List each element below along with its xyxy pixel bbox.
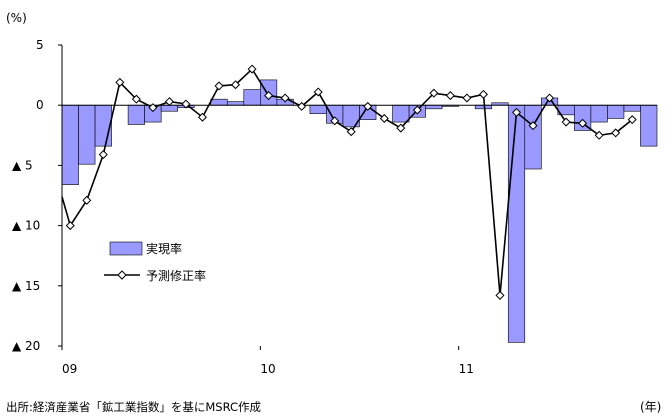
bar <box>640 104 658 147</box>
series-marker <box>561 117 571 127</box>
series-marker <box>313 87 323 97</box>
series-marker <box>412 105 422 115</box>
y-tick-label: ▲ 15 <box>12 279 40 293</box>
y-tick-label: 0 <box>36 98 44 112</box>
legend: 実現率 予測修正率 <box>104 241 206 283</box>
series-marker <box>594 130 604 140</box>
bar <box>210 98 228 106</box>
series-marker <box>131 94 141 104</box>
series-marker <box>330 116 340 126</box>
y-unit-label: (%) <box>6 11 27 25</box>
legend-swatch-bar <box>109 241 143 256</box>
series-marker <box>512 107 522 117</box>
series-marker <box>445 91 455 101</box>
series-marker <box>164 97 174 107</box>
y-tick-label: ▲ 10 <box>12 219 40 233</box>
series-marker <box>65 221 75 231</box>
series-marker <box>247 64 257 74</box>
series-marker <box>197 112 207 122</box>
x-tick-label: 10 <box>260 362 275 376</box>
source-note: 出所:経済産業省「鉱工業指数」を基にMSRC作成 <box>6 400 262 414</box>
bar <box>474 104 493 110</box>
bar <box>78 104 96 165</box>
series-marker <box>280 93 290 103</box>
bar <box>226 101 245 106</box>
y-tick-label: ▲ 5 <box>12 158 33 172</box>
series-marker <box>363 101 373 111</box>
x-unit-label: (年) <box>640 400 661 414</box>
series-marker <box>115 77 125 87</box>
bar <box>623 104 641 112</box>
series-marker <box>429 88 439 98</box>
series-marker <box>545 93 555 103</box>
series-marker <box>98 150 108 160</box>
series-marker <box>148 103 158 113</box>
bar <box>160 104 178 112</box>
series-marker <box>462 93 472 103</box>
series-marker <box>478 89 488 99</box>
series-marker <box>214 81 224 91</box>
series-marker <box>396 123 406 133</box>
bar <box>590 104 608 123</box>
legend-label-line: 予測修正率 <box>146 268 206 283</box>
x-tick-label: 09 <box>62 362 77 376</box>
y-tick-label: 5 <box>36 38 44 52</box>
series-marker <box>379 113 389 123</box>
series-line <box>61 67 633 296</box>
bar <box>127 104 145 125</box>
bar <box>243 89 261 106</box>
series-marker <box>231 80 241 90</box>
bar <box>392 104 410 123</box>
series-marker <box>627 115 637 125</box>
axes: 5 0 ▲ 5 ▲ 10 ▲ 15 ▲ 20 09 10 11 <box>12 38 657 376</box>
bar <box>507 104 526 343</box>
bar <box>61 104 79 185</box>
series-marker <box>181 99 191 109</box>
series-marker <box>264 91 274 101</box>
legend-label-bar: 実現率 <box>146 241 182 256</box>
series-marker <box>528 121 538 131</box>
bar <box>425 104 443 110</box>
series-marker <box>611 128 621 138</box>
series-marker <box>297 101 307 111</box>
legend-marker <box>117 270 127 280</box>
x-tick-label: 11 <box>459 362 474 376</box>
line-series-yosoku <box>61 64 637 300</box>
series-marker <box>346 127 356 137</box>
y-tick-label: ▲ 20 <box>12 339 40 353</box>
bar <box>309 104 327 114</box>
series-marker <box>82 195 92 205</box>
series-marker <box>495 290 505 300</box>
series-marker <box>578 118 588 128</box>
bar <box>607 104 625 119</box>
